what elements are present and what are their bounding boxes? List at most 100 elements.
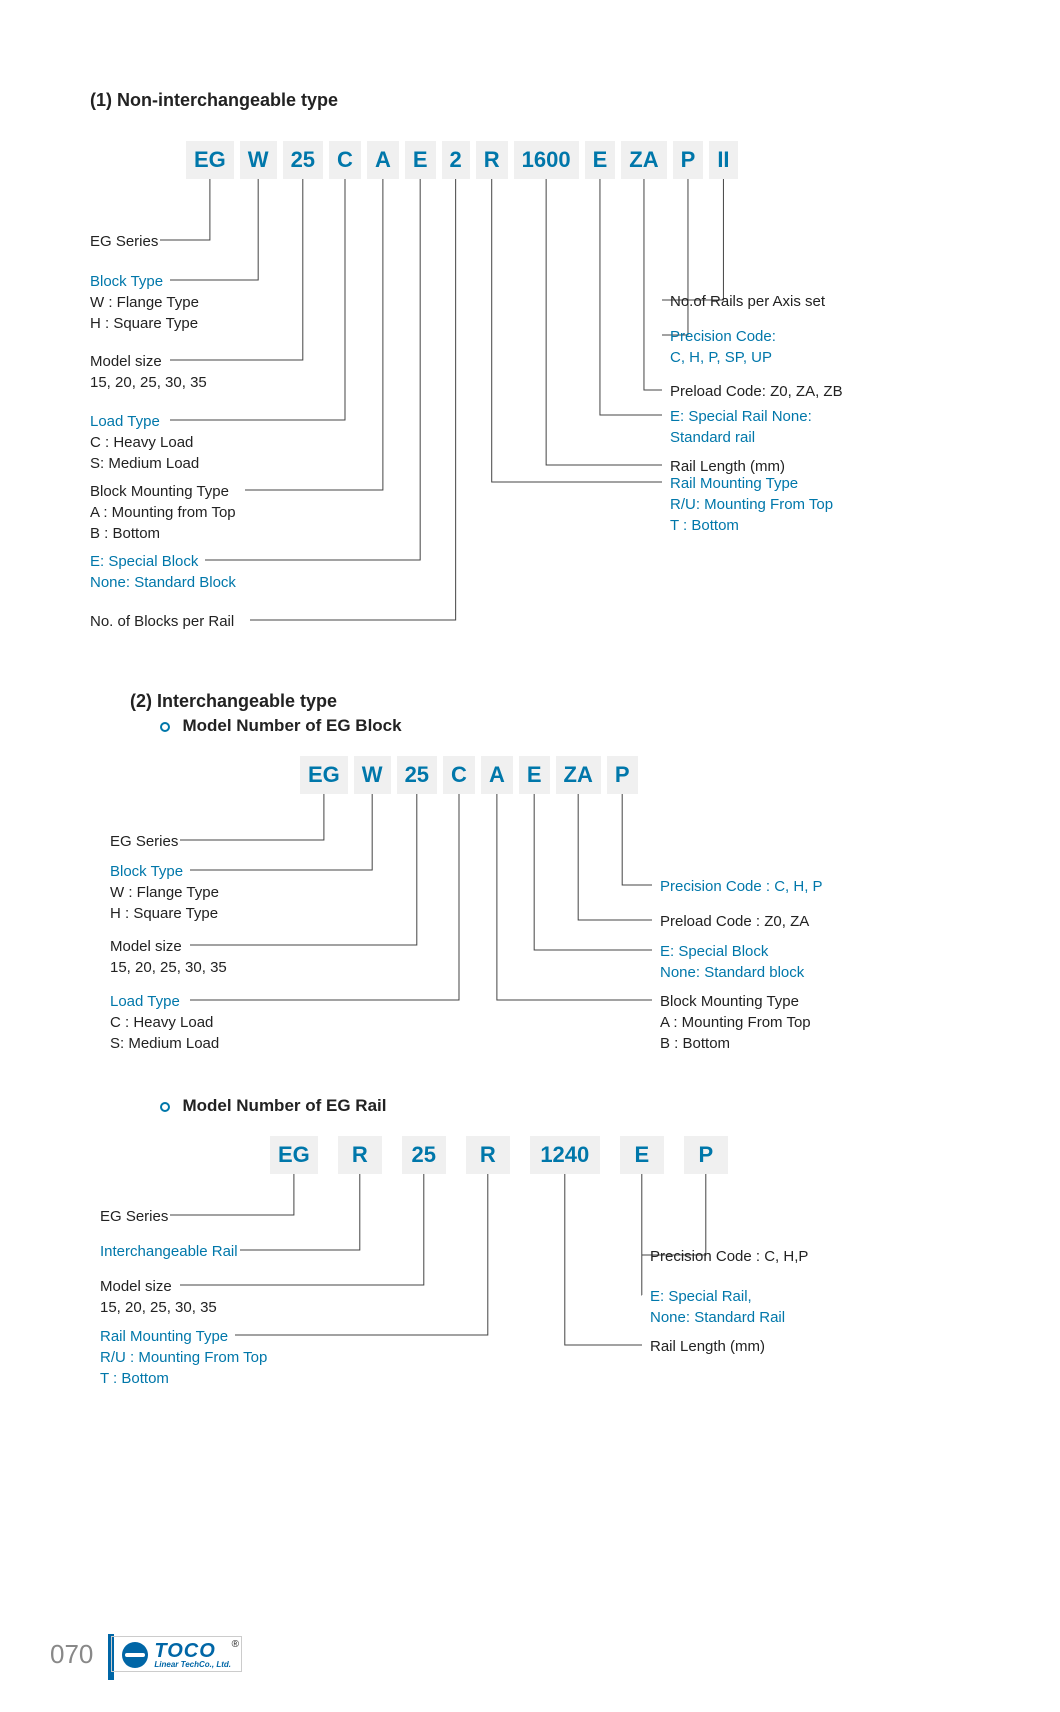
legend-desc: S: Medium Load	[110, 1033, 219, 1054]
legend-title: EG Series	[110, 831, 178, 852]
legend-desc: B : Bottom	[660, 1033, 811, 1054]
legend-desc: C : Heavy Load	[110, 1012, 219, 1033]
legend-title: Precision Code : C, H, P	[660, 876, 823, 897]
legend-title: Load Type	[90, 411, 199, 432]
legend-item: Rail Mounting TypeR/U: Mounting From Top…	[670, 473, 833, 536]
legend-item: E: Special BlockNone: Standard block	[660, 941, 804, 983]
diagram-2a: EGW25CAEZAP EG Series Block TypeW : Flang…	[90, 746, 980, 1086]
legend-title: Block Mounting Type	[90, 481, 236, 502]
legend-item: E: Special Rail None:Standard rail	[670, 406, 812, 448]
legend-item: Load TypeC : Heavy LoadS: Medium Load	[90, 411, 199, 474]
legend-desc: W : Flange Type	[110, 882, 219, 903]
legend-desc: C, H, P, SP, UP	[670, 347, 776, 368]
code-cell: E	[620, 1136, 664, 1174]
diagram-1: EGW25CAE2R1600EZAPII EG SeriesBlock Type…	[90, 121, 980, 661]
code-cell: 25	[283, 141, 323, 179]
code-cell: EG	[300, 756, 348, 794]
legend-desc: T : Bottom	[100, 1368, 267, 1389]
section1-title: (1) Non-interchangeable type	[90, 90, 980, 111]
legend-title: Interchangeable Rail	[100, 1241, 238, 1262]
code-cell: 25	[397, 756, 437, 794]
legend-desc: A : Mounting from Top	[90, 502, 236, 523]
code-cell: P	[673, 141, 704, 179]
legend-desc: S: Medium Load	[90, 453, 199, 474]
legend-title: Precision Code:	[670, 326, 776, 347]
legend-title: Block Type	[110, 861, 219, 882]
legend-item: Model size15, 20, 25, 30, 35	[90, 351, 207, 393]
code-cell: P	[684, 1136, 728, 1174]
legend-title: No. of Blocks per Rail	[90, 611, 234, 632]
registered-icon: ®	[232, 1639, 239, 1650]
code-row-1: EGW25CAE2R1600EZAPII	[186, 141, 738, 179]
legend-item: Block Mounting TypeA : Mounting From Top…	[660, 991, 811, 1054]
legend-item: Precision Code : C, H,P	[650, 1246, 808, 1267]
legend-desc: 15, 20, 25, 30, 35	[100, 1297, 217, 1318]
code-cell: II	[709, 141, 737, 179]
code-cell: 1240	[530, 1136, 600, 1174]
legend-item: EG Series	[100, 1206, 168, 1227]
code-cell: E	[519, 756, 550, 794]
legend-item: Block TypeW : Flange TypeH : Square Type	[110, 861, 219, 924]
legend-desc: A : Mounting From Top	[660, 1012, 811, 1033]
legend-item: Model size15, 20, 25, 30, 35	[100, 1276, 217, 1318]
legend-title: Load Type	[110, 991, 219, 1012]
code-row-2b: EGR25R1240EP	[270, 1136, 728, 1174]
legend-item: Rail Length (mm)	[650, 1336, 765, 1357]
code-cell: R	[476, 141, 508, 179]
brand-logo: ® TOCO Linear TechCo., Ltd.	[111, 1636, 242, 1672]
legend-desc: 15, 20, 25, 30, 35	[110, 957, 227, 978]
legend-item: EG Series	[110, 831, 178, 852]
legend-title: Rail Mounting Type	[100, 1326, 267, 1347]
legend-item: Load TypeC : Heavy LoadS: Medium Load	[110, 991, 219, 1054]
code-cell: C	[443, 756, 475, 794]
bullet-icon	[160, 1102, 170, 1112]
legend-title: Rail Length (mm)	[650, 1336, 765, 1357]
legend-title: E: Special Rail,	[650, 1286, 785, 1307]
legend-title: Model size	[90, 351, 207, 372]
code-cell: ZA	[556, 756, 601, 794]
brand-name: TOCO	[154, 1641, 231, 1661]
legend-item: Model size15, 20, 25, 30, 35	[110, 936, 227, 978]
legend-desc: B : Bottom	[90, 523, 236, 544]
legend-desc: 15, 20, 25, 30, 35	[90, 372, 207, 393]
legend-title: Precision Code : C, H,P	[650, 1246, 808, 1267]
legend-title: Model size	[100, 1276, 217, 1297]
legend-title: E: Special Block	[660, 941, 804, 962]
code-cell: EG	[270, 1136, 318, 1174]
legend-desc: H : Square Type	[110, 903, 219, 924]
legend-item: E: Special Rail,None: Standard Rail	[650, 1286, 785, 1328]
legend-item: Interchangeable Rail	[100, 1241, 238, 1262]
legend-item: No. of Blocks per Rail	[90, 611, 234, 632]
legend-item: Preload Code : Z0, ZA	[660, 911, 809, 932]
legend-desc: H : Square Type	[90, 313, 199, 334]
logo-circle-icon	[122, 1642, 148, 1668]
legend-item: Block Mounting TypeA : Mounting from Top…	[90, 481, 236, 544]
legend-desc: C : Heavy Load	[90, 432, 199, 453]
legend-desc: None: Standard block	[660, 962, 804, 983]
code-cell: W	[240, 141, 277, 179]
code-row-2a: EGW25CAEZAP	[300, 756, 638, 794]
code-cell: E	[585, 141, 616, 179]
legend-desc: T : Bottom	[670, 515, 833, 536]
bullet-icon	[160, 722, 170, 732]
page-number: 070	[50, 1639, 93, 1670]
code-cell: W	[354, 756, 391, 794]
legend-desc: Standard rail	[670, 427, 812, 448]
code-cell: 1600	[514, 141, 579, 179]
code-cell: P	[607, 756, 638, 794]
legend-desc: W : Flange Type	[90, 292, 199, 313]
legend-item: E: Special BlockNone: Standard Block	[90, 551, 236, 593]
section2-title: (2) Interchangeable type	[130, 691, 980, 712]
legend-item: No.of Rails per Axis set	[670, 291, 825, 312]
legend-item: Rail Mounting TypeR/U : Mounting From To…	[100, 1326, 267, 1389]
legend-desc: R/U: Mounting From Top	[670, 494, 833, 515]
legend-item: Precision Code:C, H, P, SP, UP	[670, 326, 776, 368]
section2-sub-a: Model Number of EG Block	[182, 716, 401, 735]
legend-title: Block Mounting Type	[660, 991, 811, 1012]
legend-title: E: Special Rail None:	[670, 406, 812, 427]
code-cell: 2	[442, 141, 470, 179]
connectors-2a	[90, 746, 990, 1086]
legend-title: Model size	[110, 936, 227, 957]
legend-item: Block TypeW : Flange TypeH : Square Type	[90, 271, 199, 334]
code-cell: E	[405, 141, 436, 179]
